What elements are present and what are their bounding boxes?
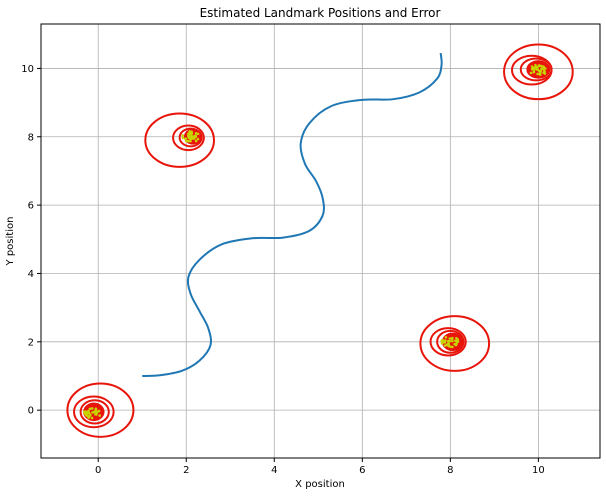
estimate-point <box>444 336 448 339</box>
estimate-point <box>532 69 536 73</box>
estimate-point <box>186 134 190 138</box>
estimate-point <box>90 416 94 420</box>
estimate-point <box>190 137 193 141</box>
x-axis-label: X position <box>295 479 345 490</box>
chart-title: Estimated Landmark Positions and Error <box>200 6 441 20</box>
estimate-point <box>539 64 543 68</box>
estimate-point <box>95 413 98 416</box>
estimate-point <box>536 72 539 76</box>
error-ellipse <box>526 60 551 79</box>
x-tick-label: 2 <box>183 465 189 476</box>
estimate-point <box>451 336 454 340</box>
error-ellipse <box>73 395 115 429</box>
estimate-point <box>544 67 547 70</box>
estimate-point <box>542 65 545 68</box>
estimate-point <box>440 342 444 345</box>
estimate-point <box>90 407 94 410</box>
estimate-point <box>543 70 546 74</box>
x-tick-label: 6 <box>359 465 365 476</box>
estimate-point <box>181 136 185 140</box>
estimate-point <box>190 130 193 134</box>
estimate-point <box>87 416 90 419</box>
estimate-point <box>94 408 98 411</box>
estimate-point <box>530 65 534 68</box>
error-ellipse <box>429 327 467 357</box>
estimate-point <box>189 139 192 143</box>
estimate-point <box>449 345 452 348</box>
estimate-point <box>184 137 187 141</box>
estimate-point <box>537 69 541 73</box>
landmark <box>144 112 215 168</box>
estimate-point <box>540 67 544 71</box>
estimate-point <box>187 136 191 140</box>
error-ellipse <box>172 124 205 152</box>
estimate-point <box>93 410 96 413</box>
estimate-point <box>534 63 537 67</box>
estimate-point <box>196 137 200 141</box>
error-ellipse <box>519 57 553 82</box>
estimate-point <box>448 339 452 343</box>
error-ellipse <box>66 382 135 438</box>
y-tick-label: 0 <box>28 406 34 417</box>
estimate-point <box>194 132 198 135</box>
plot-frame <box>40 23 601 459</box>
plot-area <box>66 43 574 438</box>
y-tick-label: 10 <box>21 64 34 75</box>
estimate-point <box>194 134 197 137</box>
estimate-point <box>88 407 92 411</box>
estimate-point <box>187 139 190 143</box>
estimate-point <box>443 340 446 344</box>
estimate-point <box>529 71 533 75</box>
estimate-point <box>85 414 89 417</box>
y-axis-label: Y position <box>5 217 16 267</box>
y-tick-label: 6 <box>28 201 34 212</box>
estimate-point <box>455 336 458 340</box>
estimate-point <box>451 345 454 349</box>
estimate-point <box>97 409 101 413</box>
estimate-point <box>194 139 198 143</box>
landmark <box>419 315 491 372</box>
error-ellipse <box>419 315 491 372</box>
landmark <box>66 382 135 438</box>
error-ellipse <box>436 329 465 354</box>
estimate-point <box>443 344 447 347</box>
error-ellipse <box>79 399 110 425</box>
estimate-point <box>535 66 539 70</box>
estimate-point <box>451 339 454 343</box>
y-tick-label: 4 <box>28 269 34 280</box>
estimate-point <box>440 339 444 342</box>
landmark <box>503 43 574 101</box>
estimate-point <box>181 134 185 137</box>
estimate-point <box>448 337 452 340</box>
y-tick-label: 8 <box>28 132 34 143</box>
estimate-point <box>455 341 459 344</box>
x-tick-label: 4 <box>271 465 277 476</box>
estimate-point <box>454 343 458 347</box>
x-tick-label: 8 <box>447 465 453 476</box>
estimate-point <box>84 411 88 414</box>
estimate-point <box>454 339 457 343</box>
estimate-point <box>189 132 193 136</box>
estimate-point <box>530 67 534 71</box>
x-tick-label: 0 <box>95 465 101 476</box>
trajectory-line <box>142 52 443 377</box>
estimate-point <box>447 342 451 346</box>
estimate-point <box>538 73 542 76</box>
y-tick-label: 2 <box>28 337 34 348</box>
error-ellipse <box>144 112 215 168</box>
error-ellipse <box>503 43 574 101</box>
estimate-point <box>189 135 193 138</box>
estimate-point <box>87 411 91 415</box>
axes: 0 2 4 6 8 10 0 2 4 6 8 10 <box>21 23 601 476</box>
estimate-point <box>87 409 90 413</box>
error-ellipse <box>183 128 202 145</box>
estimate-point <box>184 139 188 143</box>
estimate-point <box>98 414 101 417</box>
x-tick-label: 10 <box>532 465 545 476</box>
